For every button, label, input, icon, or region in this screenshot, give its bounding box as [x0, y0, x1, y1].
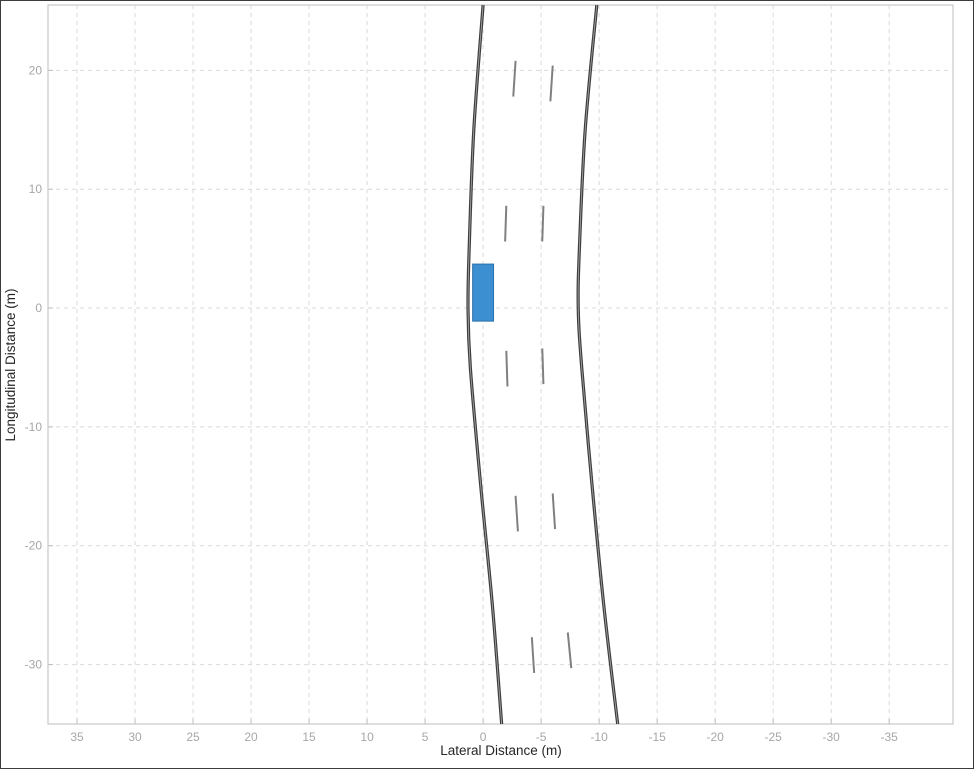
- x-tick-labels: 35 30 25 20 15 10 5 0 -5 -10 -15 -20 -25 -30 -35: [70, 730, 898, 744]
- x-tick-label: -35: [881, 730, 899, 744]
- lane-marking: [566, 632, 573, 669]
- x-tick-label: 20: [244, 730, 258, 744]
- x-tick-label: 15: [302, 730, 316, 744]
- x-grid: [76, 5, 890, 724]
- plot-area: [47, 4, 954, 725]
- x-tick-label: 0: [480, 730, 487, 744]
- lane-marking: [514, 495, 519, 532]
- y-tick-label: 0: [35, 301, 42, 315]
- x-tick-label: 5: [422, 730, 429, 744]
- lane-marking: [530, 637, 536, 673]
- y-tick-label: -30: [25, 658, 43, 672]
- lane-marking: [549, 65, 554, 102]
- x-tick-label: -15: [648, 730, 666, 744]
- lane-marking: [551, 493, 557, 530]
- y-grid: [48, 69, 953, 666]
- x-tick-label: 35: [70, 730, 84, 744]
- road-boundary-highlight: [467, 4, 503, 725]
- lane-markings: [504, 60, 573, 673]
- x-tick-label: 10: [360, 730, 374, 744]
- ego-vehicle: [472, 263, 495, 322]
- road-boundaries: [466, 4, 620, 725]
- y-tick-label: -20: [25, 539, 43, 553]
- x-tick-label: -10: [590, 730, 608, 744]
- x-tick-label: -20: [706, 730, 724, 744]
- y-tick-label: 10: [29, 182, 43, 196]
- lane-marking: [541, 348, 545, 385]
- x-tick-label: 30: [128, 730, 142, 744]
- lane-marking: [541, 205, 545, 242]
- y-tick-label: 20: [29, 63, 43, 77]
- x-tick-label: -5: [536, 730, 547, 744]
- ego-vehicle-group: [472, 263, 495, 322]
- x-axis-title: Lateral Distance (m): [440, 743, 562, 758]
- y-axis-title: Longitudinal Distance (m): [3, 288, 18, 441]
- lane-marking: [512, 60, 517, 97]
- y-tick-labels: 20 10 0 -10 -20 -30: [25, 63, 43, 671]
- x-tick-label: 25: [186, 730, 200, 744]
- x-tick-label: -25: [764, 730, 782, 744]
- x-tick-label: -30: [823, 730, 841, 744]
- lane-marking: [504, 205, 508, 242]
- road-boundary-highlight: [577, 4, 619, 725]
- y-tick-label: -10: [25, 420, 43, 434]
- lane-marking: [505, 350, 509, 387]
